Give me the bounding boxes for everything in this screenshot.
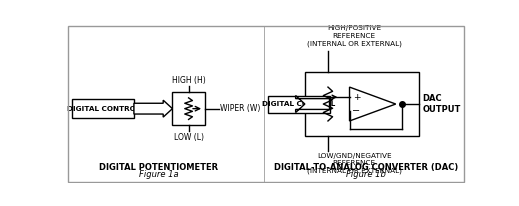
Text: DIGITAL CONTROL: DIGITAL CONTROL bbox=[262, 101, 335, 107]
Text: DIGITAL-TO-ANALOG CONVERTER (DAC): DIGITAL-TO-ANALOG CONVERTER (DAC) bbox=[274, 163, 458, 172]
Polygon shape bbox=[296, 96, 330, 112]
Bar bbox=[72, 99, 134, 118]
Text: DIGITAL POTENTIOMETER: DIGITAL POTENTIOMETER bbox=[99, 163, 218, 172]
Bar bbox=[305, 73, 419, 136]
Text: +: + bbox=[353, 93, 360, 102]
Text: WIPER (W): WIPER (W) bbox=[220, 104, 261, 113]
Text: Figure 1b: Figure 1b bbox=[346, 170, 386, 179]
Text: DIGITAL CONTROL: DIGITAL CONTROL bbox=[66, 106, 140, 112]
Text: −: − bbox=[352, 106, 361, 116]
Text: DAC
OUTPUT: DAC OUTPUT bbox=[422, 94, 461, 114]
Text: HIGH (H): HIGH (H) bbox=[172, 76, 206, 85]
Polygon shape bbox=[349, 87, 395, 121]
Text: LOW (L): LOW (L) bbox=[173, 132, 203, 142]
Bar bbox=[268, 96, 330, 112]
Bar bbox=[172, 92, 205, 125]
Polygon shape bbox=[134, 100, 172, 117]
Text: LOW/GND/NEGATIVE
REFERENCE
(INTERNAL OR EXTERNAL): LOW/GND/NEGATIVE REFERENCE (INTERNAL OR … bbox=[307, 152, 402, 174]
Text: Figure 1a: Figure 1a bbox=[139, 170, 179, 179]
Text: HIGH/POSITIVE
REFERENCE
(INTERNAL OR EXTERNAL): HIGH/POSITIVE REFERENCE (INTERNAL OR EXT… bbox=[307, 26, 402, 47]
